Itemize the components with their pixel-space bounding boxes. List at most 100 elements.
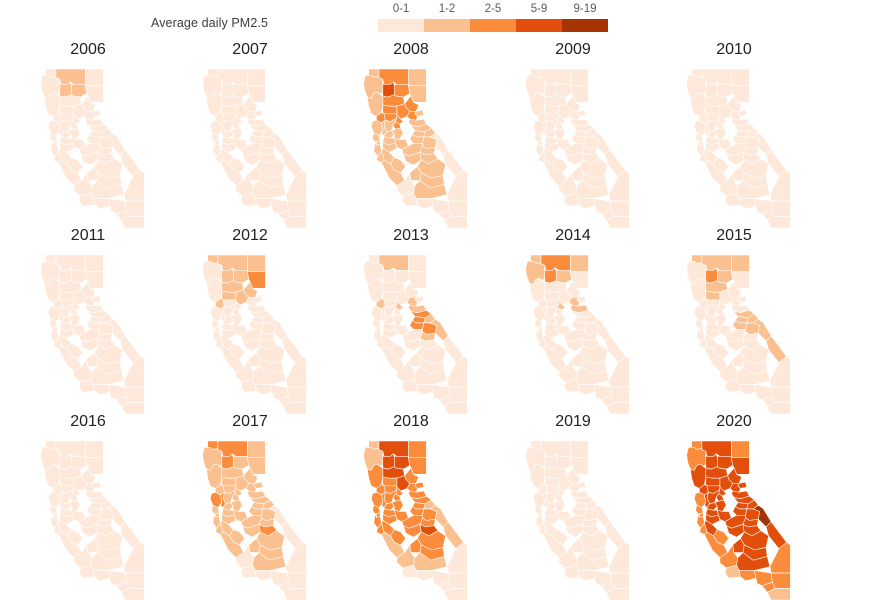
county-nevada[interactable] [406, 297, 418, 307]
county-siskiyou[interactable] [540, 254, 571, 271]
county-trinity[interactable] [705, 453, 718, 470]
county-mono[interactable] [106, 318, 126, 342]
county-sacramento[interactable] [553, 127, 566, 140]
county-sonoma[interactable] [47, 119, 61, 136]
county-shasta[interactable] [71, 270, 88, 284]
county-ventura[interactable] [577, 570, 596, 582]
county-kings[interactable] [732, 166, 745, 181]
county-kings[interactable] [409, 352, 422, 367]
county-siskiyou[interactable] [378, 254, 409, 271]
county-mono[interactable] [591, 318, 611, 342]
county-kings[interactable] [571, 166, 584, 181]
county-shasta[interactable] [556, 456, 573, 470]
county-ventura[interactable] [738, 198, 757, 210]
county-mono[interactable] [591, 504, 611, 528]
county-mendocino[interactable] [44, 277, 61, 303]
map-panel-2011[interactable]: 2011 [0, 226, 176, 415]
map-panel-2013[interactable]: 2013 [323, 226, 499, 415]
county-shasta[interactable] [71, 456, 88, 470]
county-sonoma[interactable] [532, 491, 546, 508]
county-monterey[interactable] [381, 159, 405, 186]
county-modoc[interactable] [85, 68, 104, 86]
county-ventura[interactable] [577, 384, 596, 396]
county-mendocino[interactable] [690, 277, 707, 303]
county-sonoma[interactable] [370, 305, 384, 322]
county-shasta[interactable] [233, 84, 250, 98]
county-ventura[interactable] [254, 198, 273, 210]
county-riverside[interactable] [286, 386, 307, 403]
county-ventura[interactable] [738, 570, 757, 582]
county-modoc[interactable] [85, 440, 104, 458]
county-shasta[interactable] [556, 270, 573, 284]
county-glenn[interactable] [382, 476, 398, 487]
county-humboldt[interactable] [686, 261, 707, 285]
county-shasta[interactable] [233, 456, 250, 470]
county-trinity[interactable] [382, 81, 395, 98]
county-siskiyou[interactable] [701, 68, 732, 85]
county-monterey[interactable] [381, 345, 405, 372]
county-mono[interactable] [591, 132, 611, 156]
county-modoc[interactable] [570, 440, 589, 458]
county-riverside[interactable] [609, 386, 630, 403]
county-sacramento[interactable] [230, 127, 243, 140]
county-mono[interactable] [752, 318, 772, 342]
county-siskiyou[interactable] [55, 440, 86, 457]
county-sacramento[interactable] [714, 313, 727, 326]
county-mendocino[interactable] [206, 91, 223, 117]
county-sacramento[interactable] [714, 127, 727, 140]
county-glenn[interactable] [544, 104, 560, 115]
county-nevada[interactable] [83, 483, 95, 493]
county-sacramento[interactable] [553, 313, 566, 326]
county-nevada[interactable] [83, 297, 95, 307]
county-glenn[interactable] [221, 104, 237, 115]
county-glenn[interactable] [705, 290, 721, 301]
map-panel-2012[interactable]: 2012 [162, 226, 338, 415]
county-sonoma[interactable] [532, 305, 546, 322]
county-mono[interactable] [106, 504, 126, 528]
county-sacramento[interactable] [391, 499, 404, 512]
county-riverside[interactable] [609, 200, 630, 217]
county-shasta[interactable] [233, 270, 250, 284]
county-mendocino[interactable] [690, 463, 707, 489]
county-trinity[interactable] [59, 267, 72, 284]
county-ventura[interactable] [92, 570, 111, 582]
county-mendocino[interactable] [367, 91, 384, 117]
county-sonoma[interactable] [370, 119, 384, 136]
county-shasta[interactable] [394, 270, 411, 284]
county-shasta[interactable] [556, 84, 573, 98]
county-humboldt[interactable] [202, 261, 223, 285]
county-humboldt[interactable] [525, 447, 546, 471]
county-mono[interactable] [429, 132, 449, 156]
county-mendocino[interactable] [367, 277, 384, 303]
county-trinity[interactable] [59, 81, 72, 98]
county-ventura[interactable] [415, 384, 434, 396]
county-nevada[interactable] [406, 111, 418, 121]
county-trinity[interactable] [705, 81, 718, 98]
county-glenn[interactable] [221, 290, 237, 301]
county-siskiyou[interactable] [217, 68, 248, 85]
county-siskiyou[interactable] [540, 440, 571, 457]
county-humboldt[interactable] [363, 261, 384, 285]
county-sacramento[interactable] [391, 127, 404, 140]
county-kings[interactable] [732, 352, 745, 367]
county-nevada[interactable] [83, 111, 95, 121]
county-modoc[interactable] [247, 440, 266, 458]
county-humboldt[interactable] [202, 75, 223, 99]
county-glenn[interactable] [544, 290, 560, 301]
county-shasta[interactable] [394, 84, 411, 98]
county-mono[interactable] [429, 318, 449, 342]
county-mendocino[interactable] [206, 277, 223, 303]
county-monterey[interactable] [220, 159, 244, 186]
county-sonoma[interactable] [693, 305, 707, 322]
county-trinity[interactable] [221, 453, 234, 470]
county-nevada[interactable] [729, 297, 741, 307]
county-sonoma[interactable] [209, 305, 223, 322]
county-sonoma[interactable] [209, 119, 223, 136]
county-modoc[interactable] [731, 254, 750, 272]
county-nevada[interactable] [729, 483, 741, 493]
county-kings[interactable] [409, 166, 422, 181]
county-shasta[interactable] [71, 84, 88, 98]
county-riverside[interactable] [124, 386, 145, 403]
map-panel-2016[interactable]: 2016 [0, 412, 176, 600]
county-kings[interactable] [248, 166, 261, 181]
